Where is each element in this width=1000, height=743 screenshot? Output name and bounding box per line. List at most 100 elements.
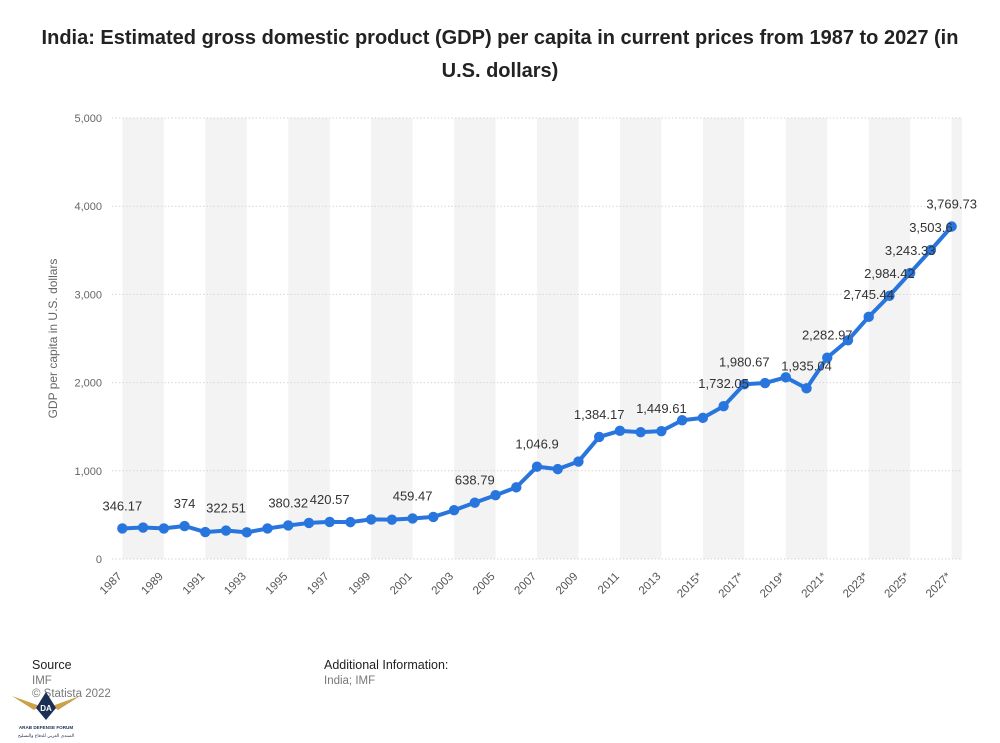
x-tick-label: 2017*: [717, 570, 747, 600]
data-point[interactable]: [884, 290, 895, 301]
data-point[interactable]: [842, 335, 854, 346]
y-tick-label: 1,000: [74, 466, 102, 478]
data-point[interactable]: [946, 221, 957, 232]
data-point[interactable]: [676, 415, 688, 426]
data-label: 374: [174, 496, 196, 511]
data-label: 1,980.67: [719, 354, 770, 369]
background-band: [868, 118, 911, 559]
x-tick-label: 1991: [181, 571, 208, 598]
data-point[interactable]: [656, 425, 667, 437]
data-point[interactable]: [407, 513, 418, 524]
chart-title: India: Estimated gross domestic product …: [41, 27, 959, 82]
data-point[interactable]: [137, 522, 149, 533]
data-point[interactable]: [345, 516, 356, 528]
data-point[interactable]: [635, 426, 646, 438]
data-point[interactable]: [739, 379, 750, 390]
data-point[interactable]: [386, 514, 398, 525]
x-tick-label: 1989: [139, 571, 166, 598]
data-point[interactable]: [573, 456, 584, 467]
data-point[interactable]: [697, 412, 709, 424]
x-tick-label: 2023*: [841, 570, 871, 600]
y-tick-label: 5,000: [74, 113, 102, 125]
forum-logo-watermark: DA ARAB DEFENSE FORUM المنتدى العربي للد…: [12, 692, 80, 739]
data-point[interactable]: [179, 520, 190, 532]
data-point[interactable]: [780, 372, 791, 383]
x-tick-label: 2019*: [758, 570, 788, 600]
logo-emblem: [36, 692, 56, 720]
data-point[interactable]: [718, 401, 729, 412]
background-band: [122, 118, 164, 559]
data-label: 459.47: [393, 488, 433, 503]
x-tick-label: 2003: [430, 571, 457, 598]
data-point[interactable]: [511, 482, 522, 493]
data-point[interactable]: [759, 377, 771, 389]
logo-text-line2: المنتدى العربي للدفاع والتسليح: [18, 734, 74, 739]
background-band: [702, 118, 745, 559]
data-point[interactable]: [490, 490, 501, 501]
data-label: 3,243.33: [885, 243, 936, 258]
x-tick-label: 1993: [222, 571, 249, 598]
data-point[interactable]: [428, 511, 439, 523]
background-band: [537, 118, 579, 559]
logo-text-line1: ARAB DEFENSE FORUM: [19, 725, 74, 730]
additional-info-block: Additional Information: India; IMF: [324, 658, 448, 687]
data-point[interactable]: [614, 425, 626, 437]
data-label: 2,745.44: [843, 287, 894, 302]
data-point[interactable]: [303, 517, 315, 529]
data-point[interactable]: [220, 525, 232, 536]
source-block: Source IMF © Statista 2022: [32, 658, 111, 700]
data-point[interactable]: [904, 267, 916, 279]
data-point[interactable]: [448, 505, 460, 516]
logo-mark: DA: [40, 704, 52, 713]
background-band: [371, 118, 413, 559]
data-point[interactable]: [593, 431, 605, 443]
data-point[interactable]: [552, 463, 563, 475]
x-tick-label: 2025*: [883, 570, 913, 600]
data-point[interactable]: [117, 523, 128, 534]
y-tick-label: 2,000: [74, 378, 102, 390]
data-label: 2,984.42: [864, 266, 915, 281]
source-line-1: IMF: [32, 675, 52, 687]
y-tick-label: 0: [96, 554, 102, 566]
data-point[interactable]: [531, 461, 543, 472]
data-label: 1,046.9: [515, 437, 558, 452]
x-tick-label: 1987: [98, 571, 125, 598]
data-label: 3,503.6: [909, 220, 952, 235]
logo-wing-left: [12, 696, 40, 710]
background-band: [619, 118, 662, 559]
x-tick-label: 1997: [305, 571, 332, 598]
x-tick-label: 1995: [264, 571, 291, 598]
background-band: [205, 118, 247, 559]
data-label: 380.32: [268, 495, 308, 510]
x-tick-label: 2011: [596, 571, 622, 597]
data-point[interactable]: [469, 497, 481, 508]
data-point[interactable]: [283, 520, 294, 531]
source-heading: Source: [32, 658, 72, 672]
data-point[interactable]: [925, 244, 937, 256]
data-point[interactable]: [863, 311, 874, 323]
data-point[interactable]: [158, 523, 170, 534]
x-tick-label: 2013: [637, 571, 664, 598]
x-tick-label: 2027*: [924, 570, 954, 600]
source-line-2: © Statista 2022: [32, 688, 111, 700]
data-point[interactable]: [241, 527, 252, 538]
data-point[interactable]: [822, 352, 833, 363]
x-tick-label: 2021*: [800, 570, 830, 600]
x-tick-label: 1999: [347, 571, 374, 598]
data-point[interactable]: [200, 526, 211, 538]
x-tick-label: 2001: [388, 571, 415, 598]
x-tick-label: 2015*: [675, 570, 705, 600]
data-label: 346.17: [102, 498, 142, 513]
data-point[interactable]: [801, 383, 812, 394]
data-label: 322.51: [206, 501, 246, 516]
y-tick-label: 3,000: [74, 289, 102, 301]
data-label: 1,449.61: [636, 401, 687, 416]
data-point[interactable]: [365, 514, 377, 525]
background-band: [454, 118, 496, 559]
y-tick-label: 4,000: [74, 201, 102, 213]
data-point[interactable]: [262, 523, 273, 534]
background-band: [288, 118, 330, 559]
data-point[interactable]: [324, 516, 335, 528]
x-tick-label: 2005: [471, 571, 498, 598]
logo-wing-right: [52, 696, 80, 710]
